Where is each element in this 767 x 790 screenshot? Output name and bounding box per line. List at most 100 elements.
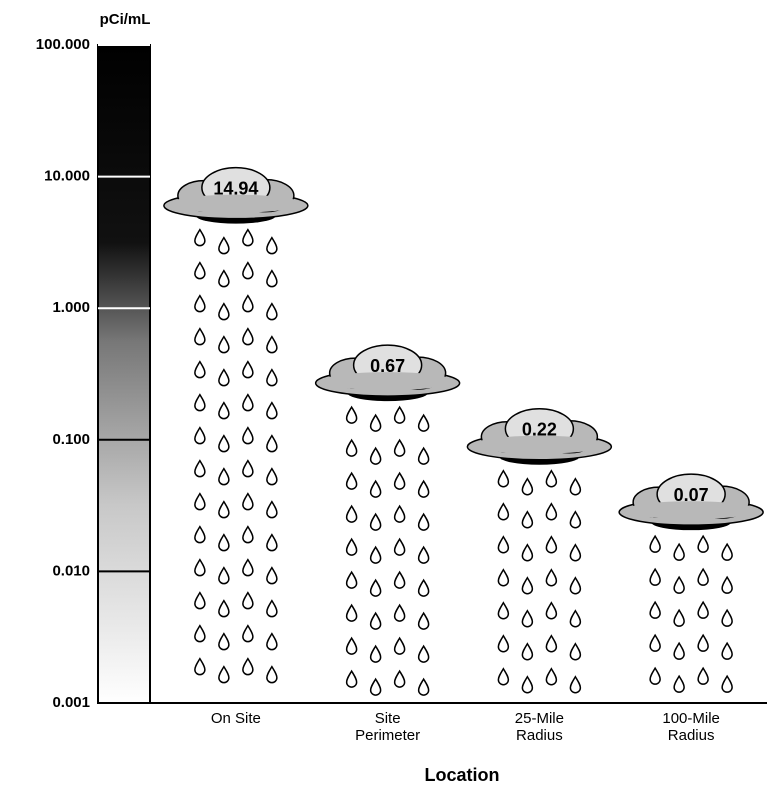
raindrop: [697, 534, 709, 553]
raindrop: [369, 512, 382, 531]
y-tick-label: 0.010: [52, 562, 90, 579]
raindrop: [242, 261, 254, 280]
raindrop: [218, 236, 230, 255]
raindrop: [242, 525, 254, 544]
x-tick-label: 100-Mile Radius: [662, 710, 720, 744]
raindrop: [369, 545, 382, 564]
raindrop: [242, 393, 254, 412]
raindrop: [345, 669, 358, 688]
raindrop: [218, 566, 230, 585]
raindrop: [218, 500, 230, 519]
raindrop: [194, 228, 206, 247]
raindrop: [569, 609, 582, 628]
raindrop: [393, 636, 406, 655]
value-label: 0.67: [370, 356, 405, 376]
y-axis-title: pCi/mL: [100, 11, 151, 28]
raindrop: [721, 542, 733, 561]
raindrop: [649, 534, 661, 553]
x-tick-label: On Site: [210, 710, 261, 727]
raindrop: [266, 335, 278, 354]
raindrop: [194, 492, 206, 511]
raindrop: [345, 603, 358, 622]
raindrop: [194, 294, 206, 313]
raindrop: [569, 477, 582, 496]
raindrop: [266, 599, 278, 618]
value-label: 0.07: [674, 485, 709, 505]
raindrop: [266, 269, 278, 288]
raindrop: [242, 459, 254, 478]
cloud-fill: [625, 501, 758, 520]
raindrop: [673, 608, 685, 627]
raindrop: [194, 657, 206, 676]
raindrop: [721, 674, 733, 693]
raindrop: [497, 535, 510, 554]
raindrop: [417, 479, 430, 498]
cloud: [618, 473, 764, 531]
raindrop: [242, 294, 254, 313]
raindrop: [369, 479, 382, 498]
raindrop: [266, 236, 278, 255]
raindrop: [417, 578, 430, 597]
raindrop: [393, 603, 406, 622]
raindrop: [673, 575, 685, 594]
raindrop: [545, 634, 558, 653]
raindrop: [218, 368, 230, 387]
raindrop: [194, 426, 206, 445]
x-tick-label: 25-Mile Radius: [514, 710, 564, 744]
raindrop: [345, 504, 358, 523]
raindrop: [649, 567, 661, 586]
y-tick-label: 1.000: [52, 299, 90, 316]
raindrop: [266, 467, 278, 486]
raindrop: [194, 261, 206, 280]
raindrop: [242, 228, 254, 247]
raindrop: [194, 591, 206, 610]
raindrop: [369, 611, 382, 630]
raindrop: [497, 502, 510, 521]
raindrop: [194, 525, 206, 544]
raindrop: [218, 335, 230, 354]
raindrop: [569, 543, 582, 562]
raindrop: [266, 302, 278, 321]
raindrop: [194, 558, 206, 577]
raindrop: [242, 426, 254, 445]
cloud: [314, 344, 461, 402]
raindrop: [521, 609, 534, 628]
raindrop: [393, 471, 406, 490]
raindrop: [266, 434, 278, 453]
raindrop: [393, 570, 406, 589]
raindrop: [242, 492, 254, 511]
raindrop: [194, 393, 206, 412]
raindrop: [569, 576, 582, 595]
raindrop: [649, 600, 661, 619]
y-tick-label: 0.001: [52, 694, 90, 711]
raindrop: [673, 641, 685, 660]
raindrop: [345, 405, 358, 424]
raindrop: [266, 368, 278, 387]
cloud-fill: [321, 372, 454, 391]
raindrop: [194, 459, 206, 478]
raindrop: [218, 665, 230, 684]
raindrop: [721, 575, 733, 594]
raindrop: [345, 438, 358, 457]
cloud-fill: [473, 435, 606, 454]
raindrop: [521, 510, 534, 529]
raindrop: [569, 642, 582, 661]
raindrop: [497, 667, 510, 686]
raindrop: [393, 438, 406, 457]
raindrop: [194, 624, 206, 643]
raindrop: [194, 327, 206, 346]
raindrop: [417, 413, 430, 432]
raindrop: [545, 667, 558, 686]
raindrop: [545, 469, 558, 488]
raindrop: [497, 634, 510, 653]
raindrop: [242, 327, 254, 346]
y-tick-label: 100.000: [36, 36, 90, 53]
raindrop: [417, 446, 430, 465]
raindrop: [369, 413, 382, 432]
y-tick-label: 0.100: [52, 431, 90, 448]
raindrop: [569, 510, 582, 529]
raindrop: [218, 434, 230, 453]
raindrop: [218, 599, 230, 618]
raindrop: [369, 446, 382, 465]
